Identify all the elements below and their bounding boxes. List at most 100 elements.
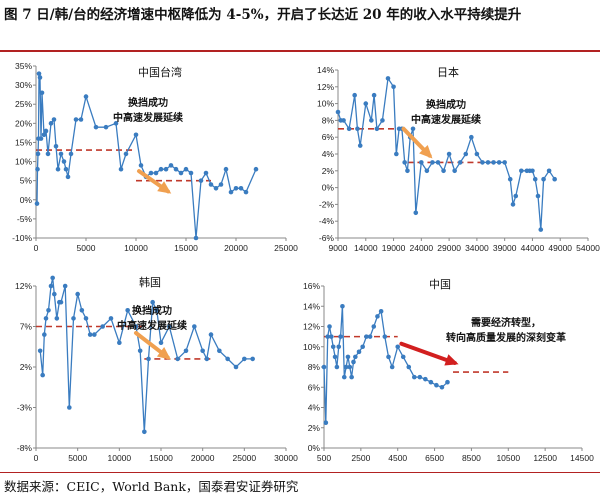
series-point <box>55 166 61 172</box>
panel-title: 韩国 <box>139 275 161 289</box>
series-point <box>158 166 164 172</box>
title-rule <box>0 50 600 52</box>
x-tick-label: 30000 <box>274 453 298 463</box>
series-point <box>208 182 214 187</box>
x-tick-label: 24000 <box>410 243 434 253</box>
x-tick-label: 5000 <box>68 453 87 463</box>
x-tick-label: 8500 <box>462 453 481 463</box>
y-tick-label: 6% <box>308 382 321 392</box>
series-point <box>150 299 155 305</box>
series-point <box>73 117 79 122</box>
series-point <box>386 354 391 360</box>
y-tick-label: 2% <box>322 166 335 176</box>
series-point <box>424 168 430 174</box>
trend-arrowhead <box>444 354 459 366</box>
x-tick-label: 20000 <box>191 453 215 463</box>
series-point <box>50 275 55 281</box>
panel-annotation: 转向高质量发展的深刻变革 <box>446 331 566 344</box>
series-line <box>323 306 448 423</box>
series-point <box>327 324 332 329</box>
series-point <box>204 356 210 362</box>
series-point <box>413 210 419 216</box>
series-point <box>385 76 391 81</box>
x-tick-label: 15000 <box>174 243 198 253</box>
series-point <box>335 109 341 115</box>
y-tick-label: 12% <box>317 82 334 92</box>
series-point <box>173 166 179 172</box>
series-point <box>217 348 222 354</box>
panel-annotation: 需要经济转型， <box>471 316 541 329</box>
y-tick-label: -3% <box>17 403 33 413</box>
x-tick-label: 500 <box>317 453 331 463</box>
y-tick-label: 8% <box>322 115 335 125</box>
series-point <box>223 166 229 172</box>
series-point <box>146 356 151 362</box>
series-point <box>356 349 362 355</box>
x-tick-label: 14000 <box>354 243 378 253</box>
series-point <box>345 354 351 360</box>
series-point <box>355 126 360 132</box>
series-point <box>54 316 60 321</box>
series-point <box>452 168 457 174</box>
series-point <box>491 160 496 165</box>
series-point <box>417 374 423 380</box>
trend-arrowhead <box>156 347 171 360</box>
trend-arrowhead <box>157 181 172 194</box>
series-point <box>68 151 74 157</box>
series-point <box>349 374 354 380</box>
series-point <box>445 379 450 385</box>
series-point <box>233 186 239 191</box>
series-point <box>52 291 57 297</box>
series-point <box>474 151 480 157</box>
series-point <box>347 364 353 370</box>
y-tick-label: 0% <box>20 195 33 205</box>
y-tick-label: 0% <box>308 443 321 453</box>
series-point <box>138 163 144 168</box>
y-tick-label: -10% <box>12 233 32 243</box>
series-point <box>243 189 249 195</box>
series-point <box>233 364 239 370</box>
series-point <box>213 186 219 191</box>
x-tick-label: 54000 <box>576 243 600 253</box>
series-point <box>371 92 377 98</box>
series-point <box>329 334 334 339</box>
series-point <box>103 124 109 130</box>
x-tick-label: 49000 <box>548 243 572 253</box>
figure-title: 图 7 日/韩/台的经济增速中枢降低为 4-5%，开启了长达近 20 年的收入水… <box>4 7 522 23</box>
x-tick-label: 5000 <box>77 243 96 253</box>
panel-title: 中国台湾 <box>138 65 182 79</box>
series-point <box>552 176 557 182</box>
series-point <box>357 143 363 148</box>
trend-arrowhead <box>419 145 433 159</box>
series-point <box>65 174 71 180</box>
series-point <box>148 170 154 176</box>
series-point <box>41 132 47 138</box>
series-point <box>218 182 224 187</box>
series-point <box>389 364 395 370</box>
series-point <box>225 356 230 362</box>
bottom-rule <box>0 472 600 473</box>
series-point <box>343 364 349 370</box>
series-point <box>34 201 40 206</box>
series-point <box>183 166 189 172</box>
series-point <box>352 92 357 98</box>
y-tick-label: 14% <box>303 301 320 311</box>
series-point <box>142 429 147 435</box>
series-point <box>193 235 199 241</box>
series-point <box>325 334 330 339</box>
series-point <box>363 101 369 106</box>
x-tick-label: 10000 <box>124 243 148 253</box>
series-point <box>63 166 69 172</box>
series-point <box>428 379 434 385</box>
series-point <box>238 186 244 191</box>
series-point <box>346 126 352 132</box>
series-point <box>113 121 119 126</box>
series-point <box>546 168 552 174</box>
y-tick-label: -6% <box>319 233 335 243</box>
series-point <box>351 359 356 365</box>
series-point <box>67 405 72 410</box>
series-point <box>400 354 406 360</box>
x-tick-label: 9000 <box>329 243 348 253</box>
series-point <box>341 374 347 380</box>
x-tick-label: 20000 <box>224 243 248 253</box>
